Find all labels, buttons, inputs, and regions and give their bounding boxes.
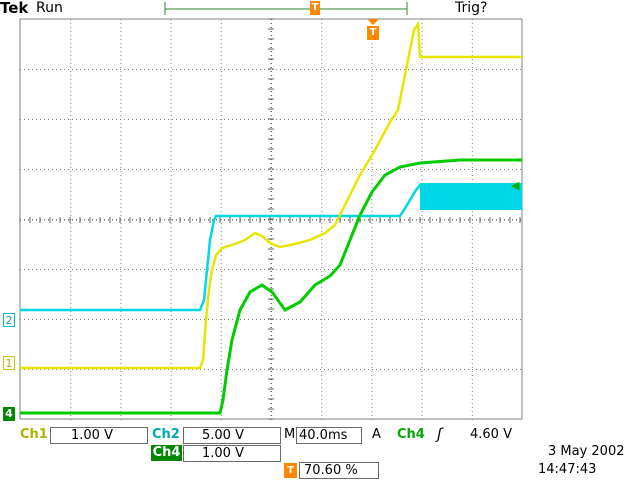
trigger-level-icon: ◀ xyxy=(511,179,520,192)
trigger-marker-icon: T xyxy=(367,26,379,40)
ch2-scale-readout[interactable]: 5.00 V xyxy=(183,427,281,444)
time-readout: 14:47:43 xyxy=(538,462,597,477)
ch4-label: Ch4 xyxy=(151,445,182,461)
trigger-slope-icon: ʃ xyxy=(437,425,443,443)
trigger-position-percent-value: 70.60 % xyxy=(304,463,358,478)
brand-logo: Tek xyxy=(0,0,29,17)
trigger-position-readout[interactable]: 70.60 % xyxy=(299,462,379,479)
run-status: Run xyxy=(36,0,63,16)
trigger-position-percent-icon: T xyxy=(284,463,297,478)
ch4-ground-marker[interactable]: 4 xyxy=(3,407,15,421)
ch2-waveform xyxy=(20,183,522,312)
trigger-position-icon: T xyxy=(310,1,320,15)
ch1-label: Ch1 xyxy=(20,427,48,442)
graticule xyxy=(19,18,523,420)
ch1-scale-value: 1.00 V xyxy=(71,428,113,443)
trigger-source: Ch4 xyxy=(397,427,425,442)
timebase-prefix: M xyxy=(284,427,296,442)
timebase-value: 40.0ms xyxy=(299,428,348,443)
ch1-scale-readout[interactable]: 1.00 V xyxy=(50,427,148,444)
ch2-ground-marker[interactable]: 2 xyxy=(3,313,15,327)
ch4-scale-readout[interactable]: 1.00 V xyxy=(183,445,281,462)
trigger-status: Trig? xyxy=(455,0,488,16)
ch2-label: Ch2 xyxy=(152,427,180,442)
ch4-scale-value: 1.00 V xyxy=(202,446,244,461)
ch2-scale-value: 5.00 V xyxy=(202,428,244,443)
timebase-readout[interactable]: 40.0ms xyxy=(296,427,362,444)
ch1-waveform xyxy=(20,20,522,370)
date-readout: 3 May 2002 xyxy=(548,444,625,459)
trigger-arrow-icon xyxy=(367,19,379,25)
trigger-level-value: 4.60 V xyxy=(470,427,512,442)
ch4-waveform xyxy=(20,158,522,415)
trigger-position-bar xyxy=(164,2,408,15)
trigger-mode: A xyxy=(372,427,381,442)
ch1-ground-marker[interactable]: 1 xyxy=(3,356,15,370)
